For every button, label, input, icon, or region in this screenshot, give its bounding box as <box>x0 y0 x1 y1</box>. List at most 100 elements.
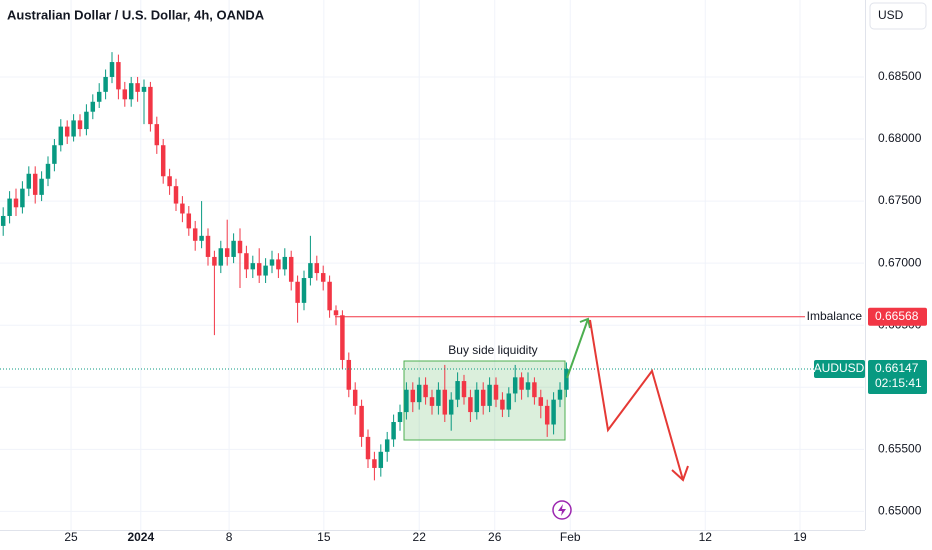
candle-body <box>544 405 550 425</box>
candle-body <box>116 62 121 90</box>
candle-body <box>71 120 76 137</box>
last-price: 0.66147 <box>875 361 919 375</box>
chart-title: Australian Dollar / U.S. Dollar, 4h, OAN… <box>7 7 265 22</box>
x-tick-label: 15 <box>317 530 331 544</box>
candle-body <box>186 213 192 229</box>
candle-body <box>519 377 524 390</box>
x-tick-label: 19 <box>793 530 807 544</box>
candle-body <box>525 382 531 390</box>
event-bolt <box>558 504 566 516</box>
x-tick-label: 26 <box>488 530 502 544</box>
candle-body <box>205 235 211 257</box>
candle-body <box>148 86 153 125</box>
candle-body <box>84 111 89 130</box>
candle-body <box>404 389 409 413</box>
candle-body <box>212 256 217 266</box>
candle-body <box>512 377 518 394</box>
candle-body <box>442 389 448 415</box>
grid <box>0 0 864 530</box>
x-tick-label: 2024 <box>127 530 154 544</box>
candle-body <box>365 436 371 460</box>
candle-body <box>333 310 339 316</box>
x-tick-label: 12 <box>699 530 713 544</box>
candle-body <box>199 235 204 241</box>
candle-body <box>538 397 544 406</box>
candle-body <box>122 89 128 100</box>
candle-body <box>192 228 198 241</box>
candle-body <box>429 397 435 406</box>
symbol-name: AUDUSD <box>814 361 865 375</box>
arrow-head <box>579 317 591 329</box>
candle-body <box>180 203 185 214</box>
candle-body <box>90 101 96 112</box>
arrow-head <box>671 465 689 482</box>
overlay <box>0 316 864 370</box>
candle-body <box>250 263 256 270</box>
countdown: 02:15:41 <box>875 376 922 390</box>
candle-body <box>96 91 102 102</box>
candle-body <box>32 173 38 195</box>
candle-body <box>410 389 416 403</box>
candle-body <box>224 248 230 257</box>
y-tick-label: 0.68500 <box>878 69 922 83</box>
candle-body <box>564 369 569 390</box>
candle-body <box>493 384 499 400</box>
candle-body <box>532 382 537 398</box>
candle-body <box>397 412 403 423</box>
candle-body <box>58 126 64 146</box>
candle-body <box>506 393 512 410</box>
candle-body <box>109 62 115 77</box>
candle-body <box>314 263 320 274</box>
currency-button[interactable] <box>869 2 927 30</box>
candle-body <box>0 215 6 226</box>
candle-body <box>301 278 307 303</box>
candle-body <box>391 422 396 440</box>
candle-body <box>231 240 236 257</box>
x-tick-label: 8 <box>226 530 233 544</box>
candle-body <box>487 384 492 406</box>
level-name: Imbalance <box>807 309 863 323</box>
event-icon[interactable] <box>552 500 572 520</box>
candle-body <box>269 259 275 266</box>
axes: 0.685000.680000.675000.670000.665000.660… <box>64 69 921 544</box>
candle-body <box>557 389 563 400</box>
candle-body <box>160 145 166 177</box>
y-tick-label: 0.67500 <box>878 193 922 207</box>
candle-body <box>237 240 243 254</box>
candle-body <box>167 176 172 187</box>
candle-body <box>244 253 249 270</box>
candle-body <box>372 459 377 468</box>
currency-label[interactable]: USD <box>878 8 904 22</box>
candle-body <box>480 389 486 406</box>
candle-body <box>77 120 83 130</box>
candle-body <box>461 381 467 398</box>
candle-body <box>352 389 358 406</box>
y-tick-label: 0.67000 <box>878 255 922 269</box>
candle-body <box>359 405 364 437</box>
symbol-tag <box>814 360 865 379</box>
candle-body <box>7 198 12 216</box>
candle-body <box>500 399 505 410</box>
candle-body <box>39 178 44 195</box>
candle-body <box>308 263 313 279</box>
candle-body <box>455 381 460 400</box>
candle-body <box>135 83 140 92</box>
candle-body <box>282 256 288 270</box>
candle-body <box>128 83 134 100</box>
candle-body <box>384 439 390 452</box>
candle-body <box>263 265 268 276</box>
candle-body <box>26 173 32 189</box>
candle-body <box>276 259 281 270</box>
candle-body <box>448 399 454 415</box>
down-arrow <box>589 319 684 481</box>
y-tick-label: 0.65500 <box>878 441 922 455</box>
candle-body <box>295 281 300 303</box>
candle-body <box>103 76 108 92</box>
candle-body <box>173 186 179 204</box>
level-tag <box>868 307 927 326</box>
candle-body <box>320 273 326 282</box>
candle-body <box>436 389 441 406</box>
candle-body <box>13 198 19 208</box>
